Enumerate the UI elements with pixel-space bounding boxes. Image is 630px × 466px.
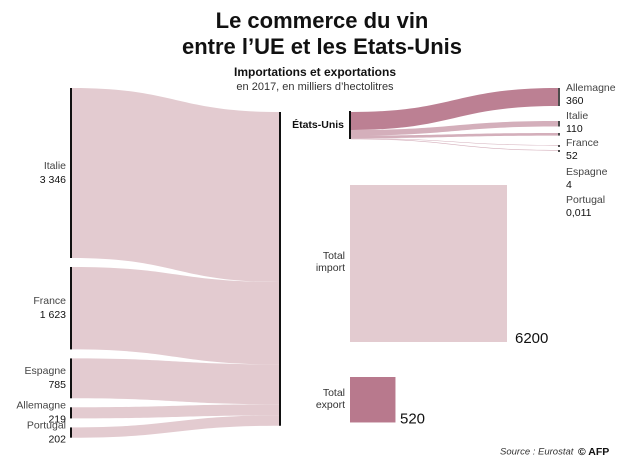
export-flow bbox=[351, 88, 558, 130]
export-value: 52 bbox=[566, 150, 578, 162]
import-flow bbox=[72, 415, 280, 438]
export-label: Italie bbox=[566, 110, 588, 122]
import-flow bbox=[72, 88, 280, 282]
export-value: 110 bbox=[566, 123, 583, 135]
import-value: 785 bbox=[48, 379, 66, 391]
title: Le commerce du vin bbox=[216, 8, 429, 33]
export-label: Portugal bbox=[566, 194, 605, 206]
export-value: 0,011 bbox=[566, 207, 592, 219]
title: entre l’UE et les Etats-Unis bbox=[182, 34, 462, 59]
export-label: Allemagne bbox=[566, 82, 616, 94]
import-value: 1 623 bbox=[40, 309, 66, 321]
total-value: 6200 bbox=[515, 330, 548, 347]
subtitle: Importations et exportations bbox=[234, 65, 396, 79]
source: Source : Eurostat bbox=[500, 447, 574, 458]
import-value: 219 bbox=[48, 414, 66, 426]
import-flow bbox=[72, 358, 280, 405]
export-value: 4 bbox=[566, 179, 572, 191]
total-label: Total import bbox=[315, 250, 345, 274]
import-value: 3 346 bbox=[40, 174, 66, 186]
total-square bbox=[350, 377, 396, 423]
subtitle-note: en 2017, en milliers d’hectolitres bbox=[236, 81, 394, 93]
export-label: Espagne bbox=[566, 166, 608, 178]
credit: © AFP bbox=[578, 446, 609, 458]
import-label: Espagne bbox=[25, 365, 67, 377]
export-flow bbox=[351, 133, 558, 139]
import-label: Italie bbox=[44, 160, 66, 172]
export-value: 360 bbox=[566, 95, 584, 107]
import-label: Allemagne bbox=[16, 400, 66, 412]
total-value: 520 bbox=[400, 410, 425, 427]
import-value: 202 bbox=[48, 433, 66, 445]
export-label: France bbox=[566, 137, 599, 149]
export-flow bbox=[351, 138, 558, 151]
export-flow bbox=[351, 138, 558, 146]
import-label: France bbox=[33, 295, 66, 307]
import-flow bbox=[72, 404, 280, 419]
import-label: Portugal bbox=[27, 419, 66, 431]
import-flow bbox=[72, 266, 280, 365]
total-square bbox=[350, 185, 507, 342]
export-flow bbox=[351, 121, 558, 136]
total-label: Total export bbox=[315, 387, 345, 411]
hub-label: États-Unis bbox=[292, 118, 344, 131]
